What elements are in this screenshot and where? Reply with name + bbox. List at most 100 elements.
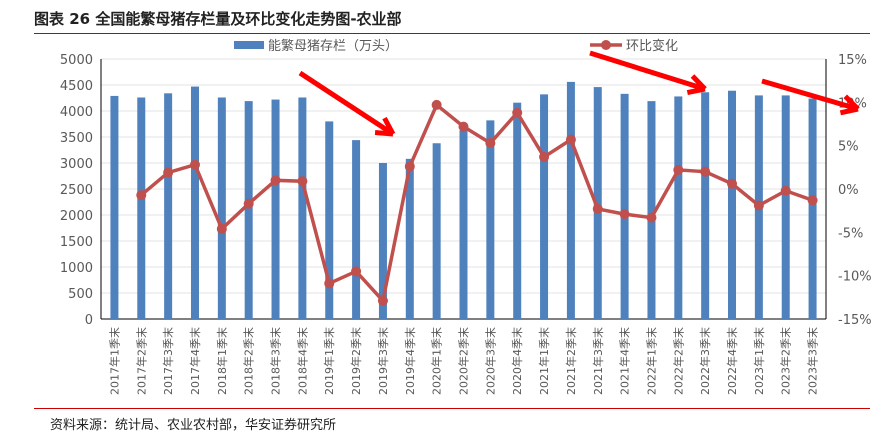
line-point [216, 223, 227, 234]
right-tick-label: 0% [838, 183, 859, 198]
bar [432, 143, 441, 319]
bar [325, 121, 334, 320]
bar [190, 86, 199, 319]
x-tick-label: 2022年2季末 [671, 327, 685, 395]
line-point [592, 203, 603, 214]
left-tick-label: 1500 [60, 235, 93, 250]
left-tick-label: 2000 [60, 209, 93, 224]
x-tick-label: 2023年2季末 [779, 327, 793, 395]
x-tick-label: 2019年1季末 [322, 327, 336, 395]
bar [271, 99, 280, 319]
title-divider [34, 33, 870, 34]
line-point [189, 159, 200, 170]
x-tick-label: 2020年2季末 [457, 327, 471, 395]
x-tick-label: 2017年4季末 [188, 327, 202, 395]
line-point [807, 195, 818, 206]
line-point [404, 161, 415, 172]
annotation-arrow [298, 70, 395, 137]
left-tick-label: 4500 [60, 79, 93, 94]
line-point [163, 167, 174, 178]
x-tick-label: 2021年2季末 [564, 327, 578, 395]
legend-line-marker [601, 40, 611, 50]
x-tick-label: 2019年4季末 [403, 327, 417, 395]
legend-line-label: 环比变化 [626, 38, 678, 54]
x-tick-label: 2021年3季末 [591, 327, 605, 395]
x-tick-label: 2022年3季末 [698, 327, 712, 395]
line-point [753, 200, 764, 211]
line-point [136, 190, 147, 201]
x-tick-label: 2022年1季末 [644, 327, 658, 395]
right-tick-label: -10% [838, 270, 872, 285]
right-tick-label: -5% [838, 226, 863, 241]
x-tick-label: 2017年3季末 [161, 327, 175, 395]
figure-title: 图表 26 全国能繁母猪存栏量及环比变化走势图-农业部 [34, 10, 402, 28]
annotation-arrowhead [839, 106, 859, 116]
legend-bar-swatch [234, 41, 264, 49]
right-tick-label: 15% [838, 53, 867, 68]
line-point [270, 175, 281, 186]
left-tick-label: 4000 [60, 105, 93, 120]
annotation-arrowhead [690, 74, 707, 91]
line-point [619, 209, 630, 220]
line-point [324, 278, 335, 289]
x-tick-label: 2017年2季末 [134, 327, 148, 395]
x-tick-label: 2018年3季末 [269, 327, 283, 395]
line-point [700, 166, 711, 177]
annotation-arrowhead [686, 86, 706, 95]
line-point [780, 185, 791, 196]
left-tick-label: 3500 [60, 131, 93, 146]
line-series [140, 102, 814, 305]
annotation-arrow [589, 50, 706, 92]
x-tick-label: 2021年4季末 [618, 327, 632, 395]
bar [566, 81, 575, 319]
right-tick-label: 5% [838, 140, 859, 155]
left-tick-label: 5000 [60, 53, 93, 68]
x-tick-label: 2020年4季末 [510, 327, 524, 395]
bar [164, 93, 173, 319]
bar [110, 95, 119, 319]
source-note: 资料来源：统计局、农业农村部，华安证券研究所 [50, 418, 337, 433]
bar [593, 87, 602, 319]
line-point [243, 198, 254, 209]
bar [378, 163, 387, 319]
x-tick-label: 2018年4季末 [295, 327, 309, 395]
x-tick-label: 2020年1季末 [430, 327, 444, 395]
line-point [646, 212, 657, 223]
x-tick-label: 2017年1季末 [107, 327, 121, 395]
bar [513, 102, 522, 320]
bar [674, 96, 683, 319]
bar [808, 98, 817, 320]
bar [244, 101, 253, 320]
left-tick-label: 3000 [60, 157, 93, 172]
legend-bar-label: 能繁母猪存栏（万头） [268, 38, 398, 54]
line-point [727, 178, 738, 189]
annotation-arrow [761, 78, 859, 112]
bar [647, 101, 656, 320]
x-tick-label: 2018年1季末 [215, 327, 229, 395]
line-point [512, 107, 523, 118]
bar [540, 94, 549, 319]
annotation-arrowhead [382, 116, 396, 136]
x-tick-label: 2023年3季末 [806, 327, 820, 395]
x-tick-label: 2018年2季末 [242, 327, 256, 395]
line-point [485, 138, 496, 149]
annotation-arrowhead [843, 94, 860, 111]
line-point [377, 295, 388, 306]
line-point [351, 266, 362, 277]
line-point [431, 99, 442, 110]
x-tick-label: 2023年1季末 [752, 327, 766, 395]
line-point [458, 121, 469, 132]
bar [298, 97, 307, 319]
x-tick-label: 2019年2季末 [349, 327, 363, 395]
bar [137, 97, 146, 319]
left-tick-label: 500 [68, 287, 93, 302]
bar [352, 140, 361, 319]
bar [701, 92, 710, 319]
bar [405, 158, 414, 319]
bar [486, 120, 495, 319]
line-point [539, 151, 550, 162]
bar [781, 95, 790, 320]
right-tick-label: -15% [838, 313, 872, 328]
